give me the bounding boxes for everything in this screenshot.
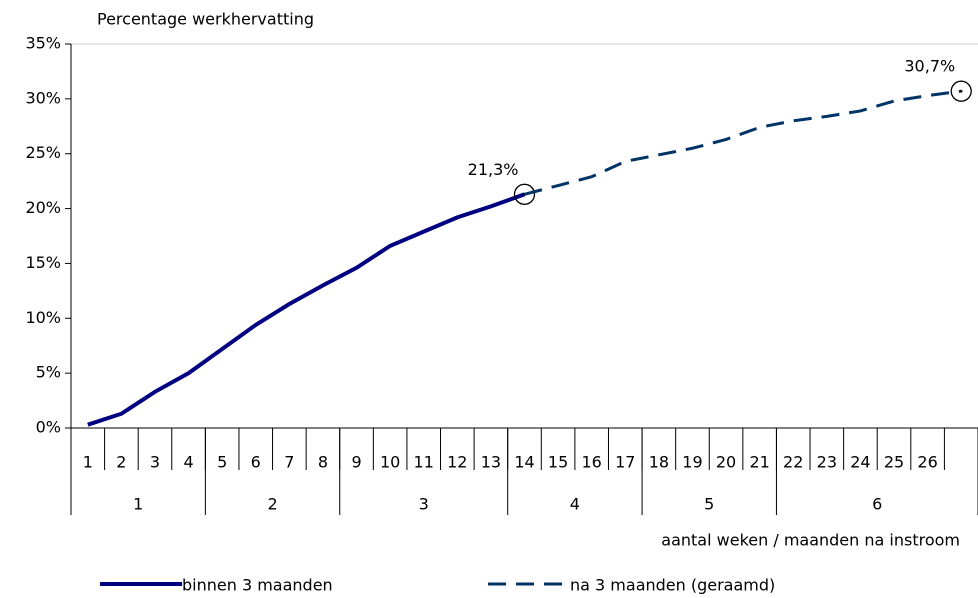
x-tick-label: 26	[917, 453, 937, 472]
legend-label: binnen 3 maanden	[182, 576, 333, 595]
y-tick-label: 25%	[25, 143, 61, 162]
y-tick-label: 30%	[25, 88, 61, 107]
x-tick-label: 24	[850, 453, 870, 472]
chart-title: Percentage werkhervatting	[97, 10, 314, 29]
group-label: 4	[570, 495, 580, 514]
x-tick-label: 4	[183, 453, 193, 472]
x-tick-label: 6	[251, 453, 261, 472]
x-tick-label: 1	[83, 453, 93, 472]
x-tick-label: 21	[749, 453, 769, 472]
highlight-marker	[950, 80, 972, 102]
y-tick-label: 20%	[25, 198, 61, 217]
y-tick-label: 15%	[25, 253, 61, 272]
x-tick-label: 11	[414, 453, 434, 472]
x-tick-label: 12	[447, 453, 467, 472]
x-tick-label: 22	[783, 453, 803, 472]
series-line	[524, 89, 962, 196]
y-tick-label: 0%	[36, 418, 61, 437]
data-label: 30,7%	[904, 57, 955, 76]
x-tick-label: 23	[817, 453, 837, 472]
x-tick-label: 14	[514, 453, 534, 472]
x-tick-label: 20	[716, 453, 736, 472]
y-tick-label: 35%	[25, 34, 61, 53]
x-tick-label: 15	[548, 453, 568, 472]
x-tick-label: 5	[217, 453, 227, 472]
x-tick-label: 8	[318, 453, 328, 472]
x-tick-label: 9	[351, 453, 361, 472]
group-label: 1	[133, 495, 143, 514]
y-tick-label: 5%	[36, 363, 61, 382]
data-label: 21,3%	[468, 160, 519, 179]
y-tick-label: 10%	[25, 308, 61, 327]
x-tick-label: 3	[150, 453, 160, 472]
x-tick-label: 18	[649, 453, 669, 472]
x-tick-label: 17	[615, 453, 635, 472]
x-tick-label: 16	[582, 453, 602, 472]
highlight-marker	[513, 183, 536, 205]
x-tick-label: 25	[884, 453, 904, 472]
highlight-dot	[959, 89, 963, 93]
x-tick-label: 19	[682, 453, 702, 472]
legend-label: na 3 maanden (geraamd)	[570, 576, 775, 595]
group-label: 5	[704, 495, 714, 514]
series-line	[87, 192, 526, 427]
x-tick-label: 10	[380, 453, 400, 472]
x-axis-label: aantal weken / maanden na instroom	[661, 531, 960, 550]
x-tick-label: 13	[481, 453, 501, 472]
x-tick-label: 2	[116, 453, 126, 472]
group-label: 6	[872, 495, 882, 514]
group-label: 2	[267, 495, 277, 514]
group-label: 3	[419, 495, 429, 514]
x-tick-label: 7	[284, 453, 294, 472]
